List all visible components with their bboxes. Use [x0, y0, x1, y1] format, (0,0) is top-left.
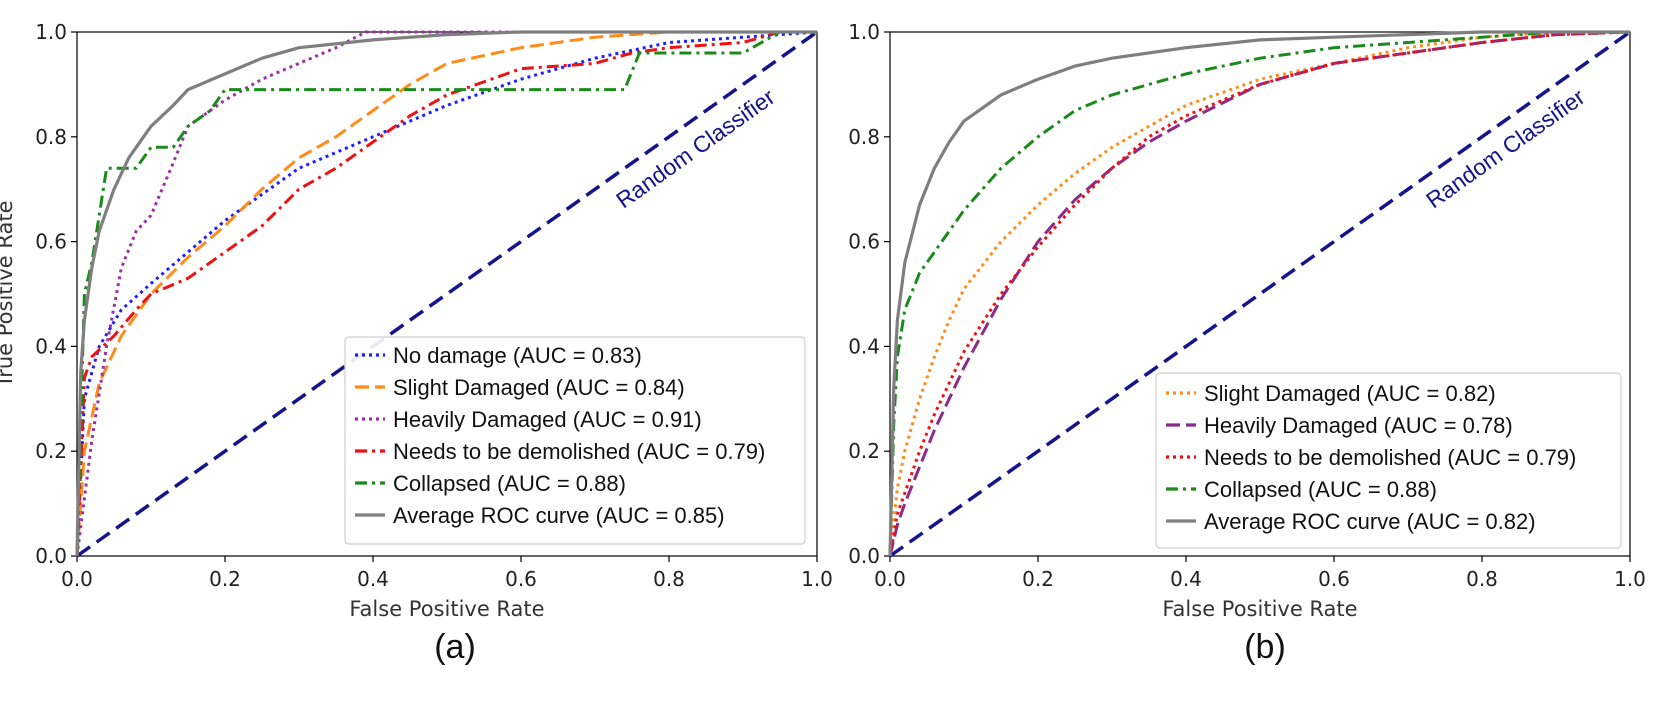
legend-entry: Average ROC curve (AUC = 0.85)	[393, 503, 725, 528]
roc-curve	[888, 30, 1630, 557]
random-classifier-line	[75, 30, 819, 558]
x-tick-label: 1.0	[1614, 567, 1646, 591]
y-tick-label: 0.8	[35, 125, 67, 149]
roc-curve	[888, 30, 1631, 557]
roc-curve	[75, 30, 817, 557]
random-classifier-line	[888, 30, 1632, 558]
legend-box	[344, 336, 806, 545]
y-tick-label: 0.4	[848, 334, 880, 358]
roc-curve	[75, 30, 818, 557]
x-tick-label: 0.6	[505, 567, 537, 591]
y-axis-label: True Positive Rate	[0, 200, 17, 388]
roc-curve	[888, 30, 1630, 557]
y-tick-label: 0.2	[35, 439, 67, 463]
x-tick-label: 0.2	[1022, 567, 1054, 591]
legend-entry: Needs to be demolished (AUC = 0.79)	[1204, 445, 1576, 470]
roc-curve	[75, 30, 817, 557]
legend: No damage (AUC = 0.83) Slight Damaged (AU…	[344, 336, 806, 545]
roc-curve	[75, 30, 817, 557]
y-tick-label: 0.6	[35, 230, 67, 254]
panel-caption: (b)	[1244, 628, 1286, 666]
roc-panel-b: 0.0 0.2 0.4 0.6 0.8 1.0 0.0 0.2 0.4 0.6 0.8 1.0 Fals…	[848, 20, 1646, 666]
random-classifier-label: Random Classifier	[611, 83, 780, 213]
x-axis-label: False Positive Rate	[1162, 597, 1357, 621]
x-tick-label: 0.8	[1466, 567, 1498, 591]
x-tick-label: 0.6	[1318, 567, 1350, 591]
panel-caption: (a)	[434, 628, 476, 666]
x-tick-label: 0.2	[209, 567, 241, 591]
roc-curve	[75, 30, 817, 557]
x-tick-label: 0.4	[357, 567, 389, 591]
plot-frame	[889, 31, 1631, 557]
plot-frame	[76, 31, 818, 557]
legend-entry: Needs to be demolished (AUC = 0.79)	[393, 439, 765, 464]
roc-curve	[888, 30, 1631, 557]
legend-entry: Slight Damaged (AUC = 0.84)	[393, 375, 685, 400]
y-tick-label: 0.4	[35, 334, 67, 358]
y-tick-label: 0.2	[848, 439, 880, 463]
roc-curve	[888, 30, 1630, 557]
y-tick-label: 1.0	[848, 20, 880, 44]
legend-entry: Average ROC curve (AUC = 0.82)	[1204, 509, 1536, 534]
legend-entry: Heavily Damaged (AUC = 0.78)	[1204, 413, 1513, 438]
x-tick-label: 0.0	[874, 567, 906, 591]
x-tick-label: 1.0	[801, 567, 833, 591]
roc-curve	[75, 30, 817, 557]
legend: Slight Damaged (AUC = 0.82) Heavily Damag…	[1155, 372, 1622, 549]
legend-entry: Heavily Damaged (AUC = 0.91)	[393, 407, 702, 432]
roc-panel-a: 0.0 0.2 0.4 0.6 0.8 1.0 0.0 0.2 0.4 0.6 0.8 1.0 Fals…	[0, 20, 833, 666]
legend-entry: Collapsed (AUC = 0.88)	[1204, 477, 1437, 502]
legend-entry: Slight Damaged (AUC = 0.82)	[1204, 381, 1496, 406]
x-axis-label: False Positive Rate	[349, 597, 544, 621]
legend-entry: Collapsed (AUC = 0.88)	[393, 471, 626, 496]
random-classifier-label: Random Classifier	[1421, 83, 1590, 213]
y-tick-label: 0.0	[35, 544, 67, 568]
y-tick-label: 1.0	[35, 20, 67, 44]
x-tick-label: 0.4	[1170, 567, 1202, 591]
y-tick-label: 0.8	[848, 125, 880, 149]
legend-box	[1155, 372, 1622, 549]
x-tick-label: 0.0	[61, 567, 93, 591]
legend-entry: No damage (AUC = 0.83)	[393, 343, 642, 368]
y-tick-label: 0.0	[848, 544, 880, 568]
y-tick-label: 0.6	[848, 230, 880, 254]
x-tick-label: 0.8	[653, 567, 685, 591]
